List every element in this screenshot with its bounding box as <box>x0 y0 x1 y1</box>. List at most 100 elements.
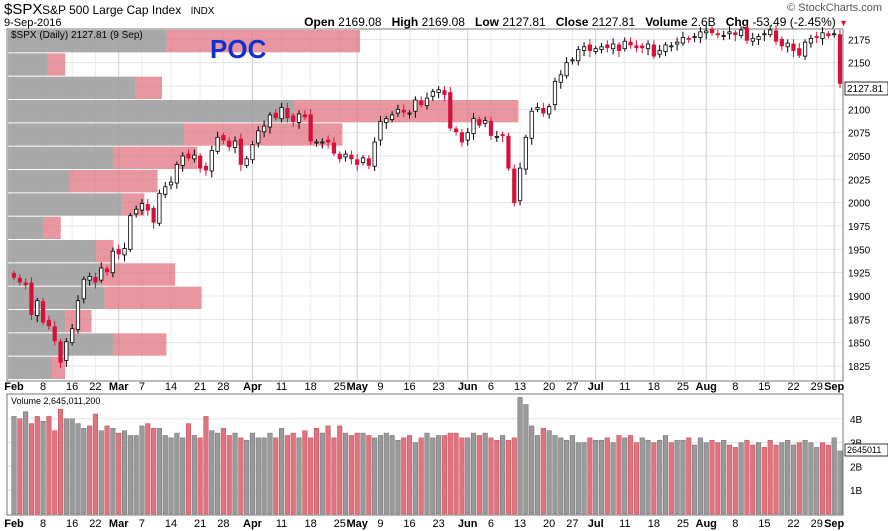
vbp-down-bar <box>166 30 360 53</box>
volume-bar <box>628 435 634 515</box>
candle-body <box>215 136 220 152</box>
candle-body <box>686 38 691 40</box>
vbp-down-bar <box>96 240 114 263</box>
price-tick-label: 2100 <box>848 105 871 116</box>
candle-body <box>52 326 57 342</box>
candle-body <box>401 109 406 113</box>
candle-body <box>366 158 371 166</box>
volume-bar <box>255 437 261 515</box>
volume-bar <box>761 447 767 515</box>
last-price-tag-box <box>844 81 888 96</box>
candle-body <box>209 149 214 172</box>
candle-body <box>273 112 278 119</box>
volume-bar <box>284 435 290 515</box>
volume-bar <box>57 409 64 515</box>
volume-bar <box>418 437 424 515</box>
vbp-down-bar <box>122 193 145 216</box>
volume-bar <box>104 425 110 515</box>
price-x-tick-label: 16 <box>66 381 78 393</box>
volume-bar <box>267 432 273 515</box>
price-x-tick-label: May <box>346 381 368 393</box>
price-x-tick-label: Jul <box>588 381 604 393</box>
candle-body <box>23 282 28 286</box>
price-x-tick-label: Mar <box>109 381 129 393</box>
candle-body <box>727 31 732 35</box>
volume-bar <box>837 450 843 515</box>
volume-x-tick-label: 9 <box>377 518 383 530</box>
volume-bar <box>488 437 494 515</box>
volume-bar <box>313 428 320 515</box>
candle-body <box>75 300 81 330</box>
volume-bar <box>337 425 343 515</box>
price-x-tick-label: 23 <box>433 381 445 393</box>
security-fullname: S&P 500 Large Cap Index <box>42 3 182 17</box>
candle-body <box>262 125 267 133</box>
candle-body <box>413 99 418 112</box>
volume-x-tick-label: 27 <box>566 518 578 530</box>
candle-body <box>128 215 133 250</box>
candle-body <box>547 106 552 115</box>
volume-bar <box>81 428 87 515</box>
candle-body <box>81 278 86 300</box>
price-x-tick-label: 11 <box>276 381 287 393</box>
candle-body <box>570 59 575 62</box>
candle-body <box>657 50 662 55</box>
candle-body <box>320 141 325 144</box>
volume-bar <box>343 432 349 515</box>
volume-bar <box>226 435 232 515</box>
volume-bar <box>610 442 616 515</box>
candle-body <box>163 186 168 195</box>
volume-bar <box>290 432 296 515</box>
volume-bar <box>308 437 314 515</box>
vbp-up-bar <box>8 240 96 263</box>
price-x-tick-label: Jun <box>458 381 478 393</box>
volume-x-tick-label: Feb <box>4 518 24 530</box>
symbol: $SPX <box>4 1 43 18</box>
candle-body <box>593 48 598 52</box>
price-x-tick-label: 15 <box>758 381 770 393</box>
volume-bar <box>395 439 401 515</box>
candle-body <box>483 120 488 124</box>
last-price-tag-text: 2127.81 <box>847 84 884 95</box>
volume-bar <box>825 444 831 515</box>
vbp-down-bar <box>104 286 202 309</box>
security-name: S&P 500 Large Cap Index INDX <box>42 3 214 17</box>
candle-body <box>87 275 92 281</box>
volume-bar <box>28 423 35 515</box>
volume-bar <box>220 428 226 515</box>
price-x-tick-label: 22 <box>787 381 799 393</box>
candle-body <box>186 153 191 159</box>
candle-body <box>820 32 825 39</box>
candlesticks <box>11 23 843 368</box>
candle-body <box>564 62 569 77</box>
candle-body <box>104 268 110 273</box>
volume-bar <box>523 404 529 515</box>
price-x-tick-label: 8 <box>732 381 738 393</box>
candle-body <box>151 207 156 223</box>
candle-body <box>587 44 592 51</box>
candle-body <box>488 121 494 136</box>
volume-bar <box>430 437 436 515</box>
price-tick-label: 2025 <box>848 175 871 186</box>
volume-bar <box>593 439 599 515</box>
vbp-down-bar <box>113 333 167 356</box>
volume-bar <box>686 437 692 515</box>
volume-bar <box>564 439 570 515</box>
vbp-up-bar <box>8 216 44 239</box>
volume-bar <box>168 437 174 515</box>
vbp-up-bar <box>8 286 105 309</box>
volume-bar <box>831 437 837 515</box>
candle-body <box>628 41 633 46</box>
candle-body <box>355 159 360 165</box>
candle-body <box>599 46 604 50</box>
candle-body <box>139 203 145 211</box>
candle-body <box>157 192 162 224</box>
candle-body <box>739 29 744 36</box>
open-label: Open <box>304 15 335 29</box>
price-tick-label: 1950 <box>848 245 871 256</box>
volume-bar <box>494 439 500 515</box>
exchange-label: INDX <box>190 6 215 17</box>
volume-bar <box>773 444 779 515</box>
vbp-up-bar <box>8 170 70 193</box>
candle-body <box>256 130 261 144</box>
